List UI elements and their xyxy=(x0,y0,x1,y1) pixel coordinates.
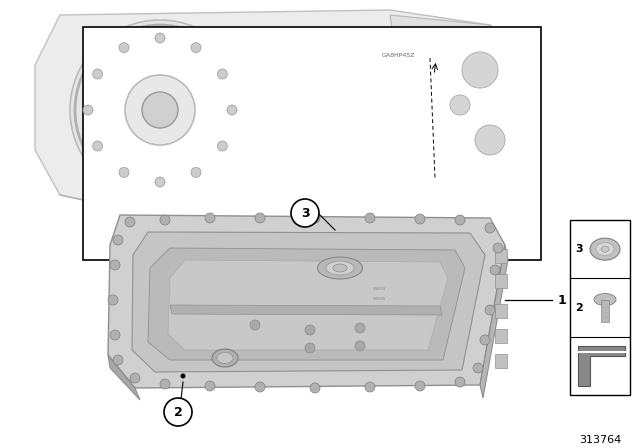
Ellipse shape xyxy=(217,353,233,363)
Circle shape xyxy=(205,381,215,391)
Text: 1: 1 xyxy=(558,293,567,306)
Circle shape xyxy=(365,382,375,392)
Circle shape xyxy=(305,325,315,335)
Circle shape xyxy=(490,265,500,275)
Circle shape xyxy=(310,213,320,223)
Bar xyxy=(601,300,609,322)
Circle shape xyxy=(227,105,237,115)
Circle shape xyxy=(93,69,102,79)
Circle shape xyxy=(255,382,265,392)
Circle shape xyxy=(493,243,503,253)
Polygon shape xyxy=(148,248,465,360)
Circle shape xyxy=(485,223,495,233)
Ellipse shape xyxy=(317,257,362,279)
Circle shape xyxy=(473,363,483,373)
Ellipse shape xyxy=(333,264,347,272)
Circle shape xyxy=(191,43,201,53)
Text: www: www xyxy=(373,285,387,290)
Polygon shape xyxy=(170,305,442,315)
Circle shape xyxy=(119,168,129,177)
Circle shape xyxy=(205,213,215,223)
Circle shape xyxy=(155,177,165,187)
Circle shape xyxy=(480,335,490,345)
Circle shape xyxy=(113,235,123,245)
Polygon shape xyxy=(480,245,508,398)
Circle shape xyxy=(475,125,505,155)
Bar xyxy=(570,220,630,395)
Bar xyxy=(83,27,541,260)
Text: 3: 3 xyxy=(301,207,309,220)
Circle shape xyxy=(455,215,465,225)
Circle shape xyxy=(355,341,365,351)
Circle shape xyxy=(110,330,120,340)
Bar xyxy=(495,274,507,288)
Text: www: www xyxy=(373,296,387,301)
Bar xyxy=(495,354,507,368)
Circle shape xyxy=(83,105,93,115)
Circle shape xyxy=(191,168,201,177)
Circle shape xyxy=(462,52,498,88)
Polygon shape xyxy=(108,355,140,400)
Circle shape xyxy=(142,92,178,128)
Bar xyxy=(495,249,507,263)
Circle shape xyxy=(119,43,129,53)
Circle shape xyxy=(125,75,195,145)
Circle shape xyxy=(415,214,425,224)
Circle shape xyxy=(93,141,102,151)
Circle shape xyxy=(485,305,495,315)
Circle shape xyxy=(125,217,135,227)
Circle shape xyxy=(218,141,227,151)
Circle shape xyxy=(155,33,165,43)
Text: 2: 2 xyxy=(173,405,182,418)
Circle shape xyxy=(255,213,265,223)
Circle shape xyxy=(450,95,470,115)
Circle shape xyxy=(113,355,123,365)
Circle shape xyxy=(415,381,425,391)
Circle shape xyxy=(70,20,250,200)
Circle shape xyxy=(455,377,465,387)
Text: GA8HP45Z: GA8HP45Z xyxy=(381,52,415,57)
Ellipse shape xyxy=(326,261,354,275)
Circle shape xyxy=(160,379,170,389)
Text: 313764: 313764 xyxy=(579,435,621,445)
Ellipse shape xyxy=(601,246,609,252)
Text: 3: 3 xyxy=(575,244,582,254)
Circle shape xyxy=(218,69,227,79)
Circle shape xyxy=(365,213,375,223)
Circle shape xyxy=(291,199,319,227)
Ellipse shape xyxy=(590,238,620,260)
Ellipse shape xyxy=(212,349,238,367)
Circle shape xyxy=(100,50,220,170)
Circle shape xyxy=(130,373,140,383)
Circle shape xyxy=(355,323,365,333)
Ellipse shape xyxy=(596,243,614,256)
Polygon shape xyxy=(168,260,448,350)
Circle shape xyxy=(180,374,186,379)
Polygon shape xyxy=(132,232,485,372)
Polygon shape xyxy=(108,215,505,388)
Polygon shape xyxy=(35,10,540,210)
Circle shape xyxy=(160,215,170,225)
Bar xyxy=(495,329,507,343)
Ellipse shape xyxy=(594,293,616,306)
Circle shape xyxy=(164,398,192,426)
Circle shape xyxy=(110,260,120,270)
Polygon shape xyxy=(380,15,540,210)
Bar xyxy=(495,304,507,318)
Polygon shape xyxy=(578,346,625,386)
Circle shape xyxy=(305,343,315,353)
Text: 2: 2 xyxy=(575,302,583,313)
Circle shape xyxy=(310,383,320,393)
Circle shape xyxy=(108,295,118,305)
Circle shape xyxy=(250,320,260,330)
